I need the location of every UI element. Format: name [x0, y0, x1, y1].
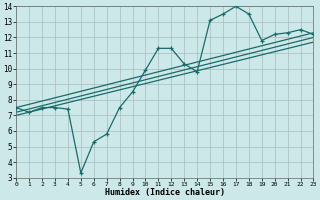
X-axis label: Humidex (Indice chaleur): Humidex (Indice chaleur) [105, 188, 225, 197]
